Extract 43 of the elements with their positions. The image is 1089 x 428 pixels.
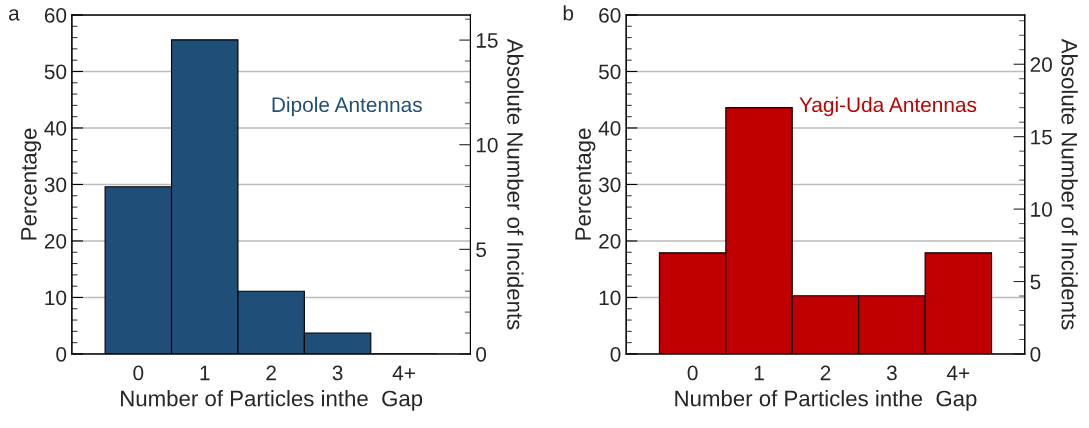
y2-tick-label: 0 [1030,346,1041,362]
y-tick-label: 10 [45,290,67,306]
y2-axis-title: Absolute Number of Incidents [1061,38,1078,330]
y-tick-label: 30 [44,177,67,193]
y-tick-label: 50 [44,64,67,80]
y-tick-label: 60 [599,7,621,23]
y2-axis-title: Absolute Number of Incidents [507,38,524,330]
series-label: Dipole Antennas [272,96,422,117]
x-tick-label: 0 [687,365,698,381]
x-tick-label: 4+ [946,365,970,381]
x-tick-label: 4+ [392,365,415,381]
y-tick-label: 60 [44,7,67,23]
y-tick-label: 10 [599,290,621,306]
y-tick-label: 0 [610,346,621,362]
y-tick-label: 0 [56,346,67,362]
series-label: Yagi-Uda Antennas [799,96,977,117]
y-tick-label: 20 [599,233,621,249]
x-tick-label: 2 [820,365,831,381]
x-tick-label: 1 [200,365,210,381]
x-tick-label: 2 [266,365,276,381]
y-tick-label: 30 [598,177,621,193]
x-tick-label: 3 [332,365,343,381]
y2-tick-label: 10 [476,137,498,153]
y2-tick-label: 15 [1031,129,1052,145]
x-tick-label: 0 [133,365,144,381]
x-axis-title: Number of Particles inthe Gap [675,390,977,411]
y-axis-title: Percentage [21,128,42,240]
y-tick-label: 40 [598,120,621,136]
y2-tick-label: 0 [476,346,487,362]
y2-tick-label: 10 [1031,202,1052,217]
y-tick-label: 50 [598,64,621,80]
y2-tick-label: 5 [476,242,487,258]
y2-tick-label: 20 [1030,57,1052,72]
y2-tick-label: 15 [476,33,498,48]
x-axis-title: Number of Particles inthe Gap [121,390,423,411]
x-tick-label: 1 [754,365,764,381]
text: a [8,9,20,21]
y-tick-label: 20 [44,233,67,249]
y-tick-label: 40 [44,120,67,136]
text: b [563,5,574,21]
y2-tick-label: 5 [1030,274,1041,290]
y-axis-title: Percentage [575,128,596,240]
x-tick-label: 3 [886,365,897,381]
